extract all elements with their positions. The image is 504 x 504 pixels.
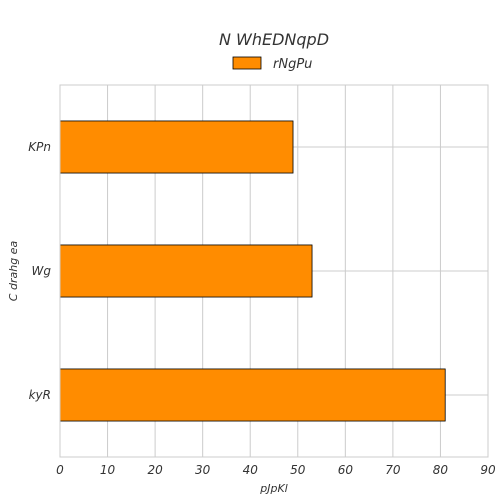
bar-KPn [59, 120, 294, 174]
x-tick-labels: 0 10 20 30 40 50 60 70 80 90 [56, 463, 496, 477]
bar-Wg [59, 244, 313, 298]
legend-swatch [232, 56, 262, 70]
x-tick-label: 0 [56, 463, 64, 477]
y-tick-labels: KPn Wg kyR [28, 140, 51, 402]
x-tick-label: 70 [385, 463, 401, 477]
x-tick-label: 20 [147, 463, 163, 477]
legend-label: rNgPu [273, 57, 312, 72]
chart-title: N WhEDNqpD [219, 30, 329, 49]
bar-kyR [59, 368, 446, 422]
x-axis-label: pJpKl [259, 482, 287, 495]
x-tick-label: 40 [243, 463, 259, 477]
y-tick-label: kyR [29, 388, 51, 402]
bar-layer [59, 120, 446, 422]
x-tick-label: 90 [480, 463, 496, 477]
x-tick-label: 50 [290, 463, 306, 477]
plot-frame [59, 84, 489, 458]
y-axis-label: C drahg ea [7, 241, 20, 302]
x-tick-label: 60 [338, 463, 354, 477]
x-tick-label: 10 [100, 463, 116, 477]
x-tick-label: 30 [195, 463, 211, 477]
legend: rNgPu [232, 56, 312, 72]
y-tick-label: Wg [32, 264, 52, 278]
y-tick-label: KPn [28, 140, 51, 154]
x-tick-label: 80 [433, 463, 449, 477]
